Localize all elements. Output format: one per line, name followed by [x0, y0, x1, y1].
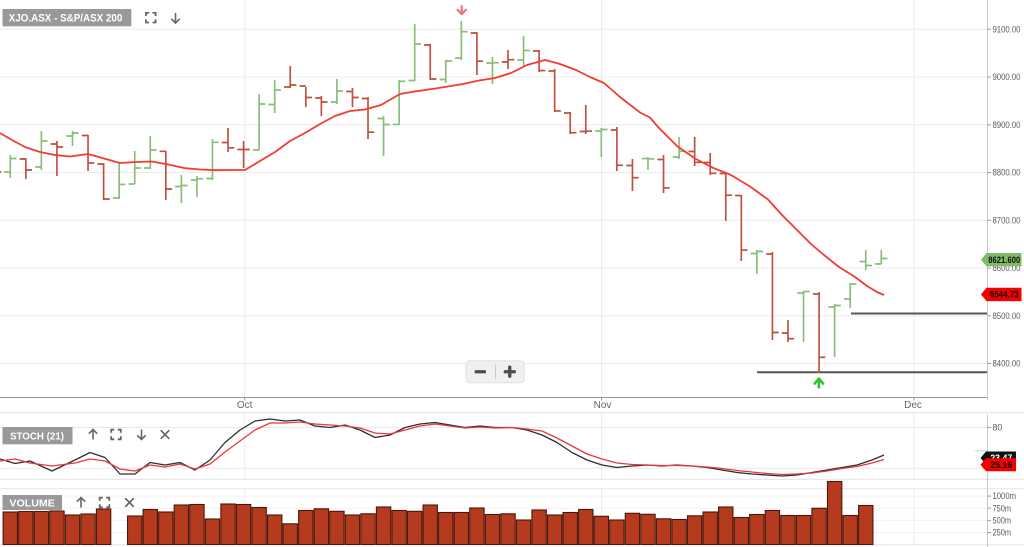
svg-text:8900.00: 8900.00	[993, 120, 1021, 130]
svg-text:23.47: 23.47	[990, 453, 1012, 463]
svg-text:VOLUME: VOLUME	[9, 497, 55, 509]
svg-text:8400.00: 8400.00	[993, 359, 1021, 369]
svg-text:Dec: Dec	[904, 400, 922, 411]
svg-text:8544.73: 8544.73	[990, 290, 1019, 300]
svg-text:8600.00: 8600.00	[993, 263, 1021, 273]
svg-text:STOCH (21): STOCH (21)	[10, 430, 64, 442]
svg-text:9000.00: 9000.00	[993, 72, 1021, 82]
svg-text:80: 80	[993, 423, 1003, 433]
svg-text:XJO.ASX - S&P/ASX 200: XJO.ASX - S&P/ASX 200	[9, 13, 123, 25]
svg-text:25.16: 25.16	[990, 460, 1012, 470]
svg-text:Nov: Nov	[594, 400, 612, 411]
svg-text:Oct: Oct	[237, 400, 253, 411]
svg-text:9100.00: 9100.00	[993, 24, 1021, 34]
svg-text:8621.600: 8621.600	[988, 255, 1020, 265]
svg-text:8800.00: 8800.00	[993, 168, 1021, 178]
svg-text:1000m: 1000m	[993, 491, 1017, 501]
svg-text:8500.00: 8500.00	[993, 311, 1021, 321]
svg-text:8700.00: 8700.00	[993, 215, 1021, 225]
svg-text:750m: 750m	[993, 503, 1012, 513]
svg-text:250m: 250m	[993, 528, 1012, 538]
svg-text:500m: 500m	[993, 516, 1012, 526]
